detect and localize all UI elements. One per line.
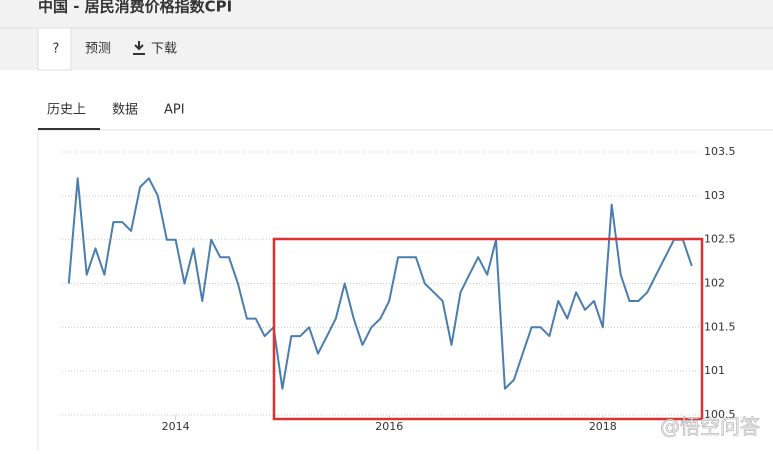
y-tick-label: 102 [704, 277, 725, 290]
header-band [0, 0, 773, 70]
forecast-button[interactable]: 预测 [85, 42, 111, 57]
x-tick-label: 2014 [162, 420, 190, 433]
help-tab[interactable] [37, 27, 72, 71]
tab-api[interactable]: API [164, 103, 185, 118]
download-button[interactable]: 下载 [151, 42, 177, 57]
x-tick-label: 2018 [589, 420, 617, 433]
download-icon [133, 41, 145, 55]
y-tick-label: 103.5 [704, 145, 736, 158]
y-tick-label: 103 [704, 189, 725, 202]
y-tick-label: 102.5 [704, 233, 736, 246]
y-tick-label: 100.5 [704, 408, 736, 421]
page-title: 中国 - 居民消费价格指数CPI [38, 0, 232, 16]
tab-data[interactable]: 数据 [112, 103, 138, 118]
watermark: @悟空问答 [660, 415, 760, 439]
highlight-box [272, 237, 704, 421]
help-button[interactable]: ? [53, 42, 60, 57]
x-tick-label: 2016 [375, 420, 403, 433]
y-tick-label: 101.5 [704, 320, 736, 333]
cpi-line [67, 177, 693, 390]
y-tick-label: 101 [704, 364, 725, 377]
plot: 100.5 101 101.5 102 102.5 103 103.5 2014 2016 201… [62, 145, 736, 433]
tab-history[interactable]: 历史上 [47, 103, 86, 118]
